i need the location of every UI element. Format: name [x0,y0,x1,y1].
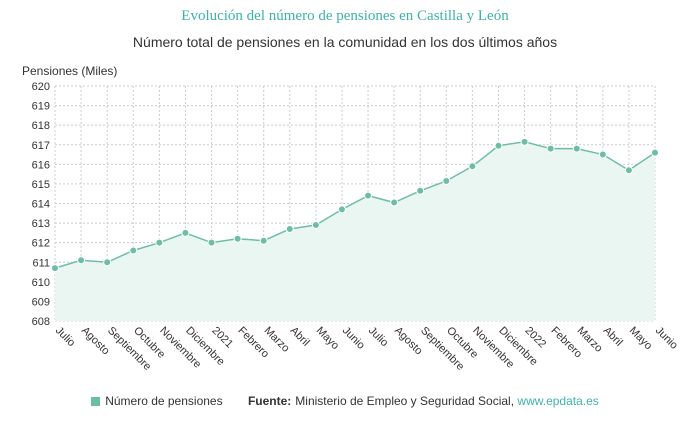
x-tick-label: Julio [53,325,77,349]
y-tick-label: 616 [32,159,50,171]
data-point [572,144,581,153]
y-tick-label: 615 [32,179,50,191]
data-point [259,236,268,245]
data-point [546,144,555,153]
data-point [390,198,399,207]
chart-subtitle: Número total de pensiones en la comunida… [132,34,558,50]
y-tick-label: 609 [32,296,50,308]
data-point [103,258,112,267]
y-tick-label: 613 [32,218,50,230]
y-tick-label: 620 [32,81,50,93]
data-point [651,148,659,157]
data-point [416,186,425,195]
source-link[interactable]: www.epdata.es [517,394,599,408]
y-axis-title: Pensiones (Miles) [22,64,117,78]
series-line [54,141,656,269]
y-tick-label: 611 [32,257,50,269]
chart-title: Evolución del número de pensiones en Cas… [181,8,509,24]
source-label: Fuente: [247,394,292,408]
x-tick-label: Julio [366,325,390,349]
data-point [285,224,294,233]
x-tick-label: Junio [340,325,367,352]
source-text: Ministerio de Empleo y Seguridad Social, [295,394,515,408]
data-point [207,238,216,247]
area-fill [55,141,655,321]
data-point [311,221,320,230]
y-tick-label: 608 [32,316,50,328]
y-tick-label: 612 [32,238,50,250]
x-tick-label: Mayo [314,325,342,353]
y-tick-label: 618 [32,120,50,132]
x-axis-ticks: Julio AgostoSeptiembreOctubreNoviembreDic… [53,325,680,373]
data-point [129,246,138,255]
data-point [598,150,607,159]
data-point [337,205,346,214]
y-tick-label: 617 [32,140,50,152]
y-axis-ticks: 608 609 610 611 612 613 614 615 616 617 618 619 620 [32,81,50,328]
data-point [442,176,451,185]
data-point [520,137,529,146]
data-point [624,166,633,175]
chart-footer: Número de pensiones Fuente: Ministerio de… [0,394,690,408]
x-tick-label: Agosto [392,325,425,358]
data-point [181,228,190,237]
series-polyline [54,141,656,269]
data-point [155,238,164,247]
data-point [494,141,503,150]
x-tick-label: Junio [653,325,680,352]
series-area [55,141,655,321]
x-tick-label: Mayo [627,325,655,353]
data-point [51,264,59,273]
y-tick-label: 619 [32,101,50,113]
y-tick-label: 614 [32,199,50,211]
series-points [51,137,659,273]
data-point [468,162,477,171]
data-point [233,234,242,243]
data-point [77,256,86,265]
x-tick-label: Agosto [79,325,112,358]
legend-swatch [91,397,101,406]
data-point [364,191,373,200]
legend-label[interactable]: Número de pensiones [105,394,223,408]
y-tick-label: 610 [32,277,50,289]
